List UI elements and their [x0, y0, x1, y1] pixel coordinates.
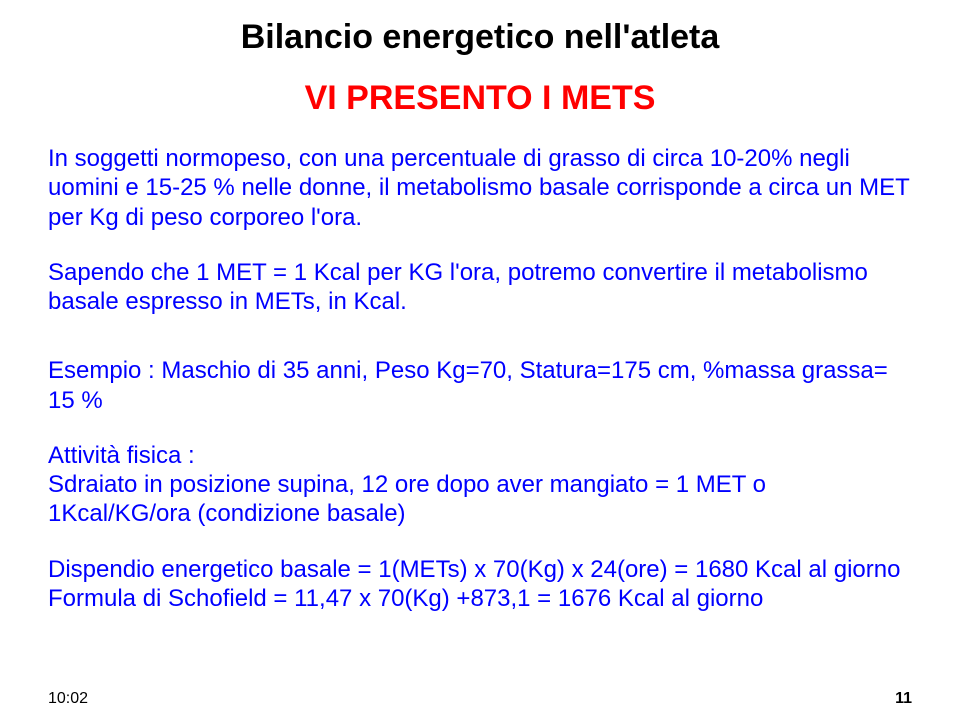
paragraph-activity-label: Attività fisica : [48, 441, 912, 470]
paragraph-conversion: Sapendo che 1 MET = 1 Kcal per KG l'ora,… [48, 258, 912, 317]
spacer [48, 342, 912, 356]
slide: Bilancio energetico nell'atleta VI PRESE… [0, 0, 960, 714]
page-title: Bilancio energetico nell'atleta [48, 18, 912, 57]
paragraph-schofield: Formula di Schofield = 11,47 x 70(Kg) +8… [48, 584, 912, 613]
paragraph-example-header: Esempio : Maschio di 35 anni, Peso Kg=70… [48, 356, 912, 415]
paragraph-intro: In soggetti normopeso, con una percentua… [48, 144, 912, 232]
page-subtitle: VI PRESENTO I METS [48, 79, 912, 118]
footer-time: 10:02 [48, 690, 88, 708]
footer-page-number: 11 [895, 690, 912, 708]
paragraph-expenditure: Dispendio energetico basale = 1(METs) x … [48, 555, 912, 584]
paragraph-activity-body: Sdraiato in posizione supina, 12 ore dop… [48, 470, 912, 529]
